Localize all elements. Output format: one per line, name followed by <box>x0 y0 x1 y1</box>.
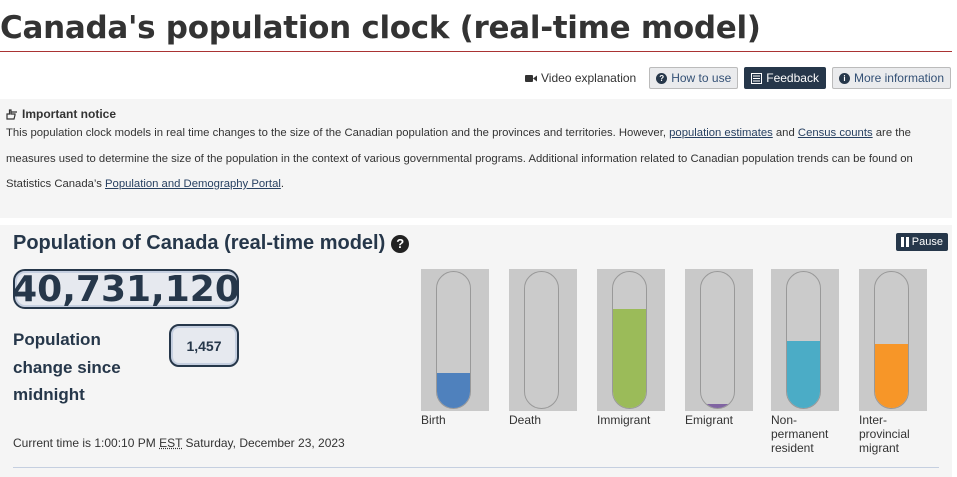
tube-vessel <box>700 271 735 409</box>
population-panel: Population of Canada (real-time model) ?… <box>0 225 952 477</box>
tube-label-death: Death <box>509 413 542 427</box>
tube-vessel <box>436 271 471 409</box>
notice-text-1: This population clock models in real tim… <box>6 127 670 139</box>
population-change-label: Population change since midnight <box>13 330 121 404</box>
how-to-use-button[interactable]: ? How to use <box>649 67 739 89</box>
feedback-button[interactable]: Feedback <box>744 67 826 89</box>
tube-emigrant <box>685 269 753 411</box>
tube-birth <box>421 269 489 411</box>
tube-label-birth: Birth <box>421 413 446 427</box>
tube-fill-birth <box>437 372 470 408</box>
notice-heading-text: Important notice <box>22 107 117 121</box>
video-explanation-button[interactable]: Video explanation <box>518 67 643 89</box>
question-circle-icon: ? <box>656 72 668 84</box>
population-counter: 40,731,120 <box>12 268 240 310</box>
notice-heading: Important notice <box>6 107 946 121</box>
tube-fill-non-permanent-resident <box>787 341 820 408</box>
hand-pointing-icon <box>6 108 18 120</box>
tube-label-non-permanent-resident: Non-permanent resident <box>771 413 829 455</box>
pause-button[interactable]: Pause <box>895 233 948 251</box>
pause-label: Pause <box>911 236 943 248</box>
notice-text-4: . <box>280 178 284 190</box>
tube-immigrant <box>597 269 665 411</box>
tube-label-emigrant: Emigrant <box>685 413 734 427</box>
current-time-date: Saturday, December 23, 2023 <box>182 436 345 450</box>
tube-label-inter-provincial-migrant: Inter-provincial migrant <box>859 413 910 455</box>
notice-text-3: are the measures used to determine the s… <box>6 127 913 190</box>
title-divider <box>0 51 952 52</box>
more-information-label: More information <box>853 71 944 85</box>
info-circle-icon: i <box>838 72 850 84</box>
census-counts-link[interactable]: Census counts <box>797 127 873 139</box>
panel-title: Population of Canada (real-time model) ? <box>13 232 410 255</box>
population-demography-portal-link[interactable]: Population and Demography Portal <box>105 178 281 190</box>
important-notice: Important notice This population clock m… <box>0 99 952 218</box>
panel-divider <box>13 467 939 468</box>
tube-inter-provincial-migrant <box>859 269 927 411</box>
tube-fill-inter-provincial-migrant <box>875 344 908 408</box>
pause-icon <box>900 237 909 247</box>
notice-body: This population clock models in real tim… <box>6 121 946 198</box>
help-icon[interactable]: ? <box>391 234 410 253</box>
tube-death <box>509 269 577 411</box>
tube-vessel <box>612 271 647 409</box>
list-icon <box>751 72 763 84</box>
more-information-button[interactable]: i More information <box>831 67 951 89</box>
panel-title-text: Population of Canada (real-time model) <box>13 232 386 254</box>
how-to-use-label: How to use <box>671 71 732 85</box>
tube-vessel <box>874 271 909 409</box>
time-zone-abbr: EST <box>159 436 183 450</box>
feedback-label: Feedback <box>766 71 819 85</box>
tube-label-immigrant: Immigrant <box>597 413 651 427</box>
tube-vessel <box>786 271 821 409</box>
population-estimates-link[interactable]: population estimates <box>669 127 773 139</box>
video-camera-icon <box>525 74 538 83</box>
notice-text-2: and <box>772 127 798 139</box>
page-title: Canada's population clock (real-time mod… <box>0 10 761 46</box>
population-change-counter: 1,457 <box>169 324 239 367</box>
current-time-prefix: Current time is 1:00:10 PM <box>13 436 160 450</box>
tube-fill-emigrant <box>701 403 734 408</box>
video-explanation-label: Video explanation <box>541 71 637 85</box>
current-time: Current time is 1:00:10 PM EST Saturday,… <box>13 436 345 450</box>
tube-vessel <box>524 271 559 409</box>
tube-fill-immigrant <box>613 308 646 408</box>
tube-non-permanent-resident <box>771 269 839 411</box>
toolbar: Video explanation ? How to use Feedback … <box>518 67 951 89</box>
